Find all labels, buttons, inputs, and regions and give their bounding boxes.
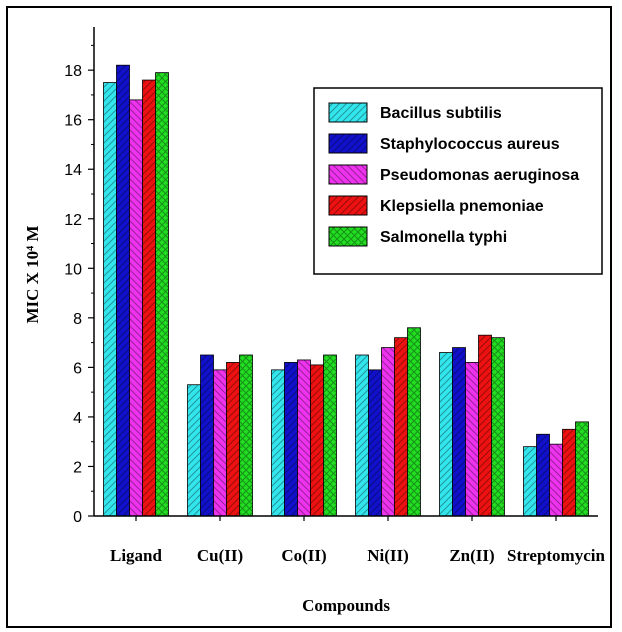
bar-niii-series-3 xyxy=(381,347,395,517)
legend-swatch xyxy=(328,102,368,123)
legend: Bacillus subtilis Staphylococcus aureus Ps… xyxy=(313,87,603,275)
bar-streptomycin-series-3 xyxy=(549,443,563,517)
y-tick-label: 18 xyxy=(64,63,82,80)
bar-ligand-series-1 xyxy=(103,82,117,517)
y-tick-label: 2 xyxy=(73,459,82,476)
y-tick-label: 6 xyxy=(73,360,82,377)
bar-niii-series-5 xyxy=(407,327,421,517)
bar-coii-series-4 xyxy=(310,364,324,517)
bar-coii-series-2 xyxy=(284,362,298,517)
bar-ligand-series-4 xyxy=(142,79,156,517)
legend-swatch xyxy=(328,226,368,247)
y-tick-label: 14 xyxy=(64,162,82,179)
x-tick-label: Ni(II) xyxy=(367,546,409,565)
bar-streptomycin-series-5 xyxy=(575,421,589,517)
y-tick-label: 12 xyxy=(64,212,82,229)
y-tick-label: 10 xyxy=(64,261,82,278)
y-tick-label: 8 xyxy=(73,311,82,328)
bar-ligand-series-3 xyxy=(129,99,143,517)
legend-label: Klepsiella pnemoniae xyxy=(380,198,544,215)
bar-znii-series-1 xyxy=(439,352,453,517)
bar-cuii-series-5 xyxy=(239,354,253,517)
bar-znii-series-3 xyxy=(465,362,479,517)
bar-cuii-series-1 xyxy=(187,384,201,517)
bar-coii-series-1 xyxy=(271,369,285,517)
legend-swatch xyxy=(328,195,368,216)
legend-label: Pseudomonas aeruginosa xyxy=(380,167,579,184)
bar-znii-series-2 xyxy=(452,347,466,517)
y-axis-title: MIC X 10⁴ M xyxy=(23,225,42,323)
bar-streptomycin-series-2 xyxy=(536,433,550,517)
bar-znii-series-5 xyxy=(491,337,505,517)
bar-znii-series-4 xyxy=(478,334,492,517)
x-tick-label: Co(II) xyxy=(281,546,326,565)
legend-label: Staphylococcus aureus xyxy=(380,136,560,153)
bar-chart: 0 2 4 6 8 10 12 14 16 18 Ligand Cu(II) Co(II) Ni(II) Z… xyxy=(23,27,605,615)
bar-cuii-series-2 xyxy=(200,354,214,517)
legend-swatch xyxy=(328,164,368,185)
legend-swatch xyxy=(328,133,368,154)
legend-label: Bacillus subtilis xyxy=(380,105,502,122)
x-axis-title: Compounds xyxy=(302,596,390,615)
bar-niii-series-4 xyxy=(394,337,408,517)
axes-group: 0 2 4 6 8 10 12 14 16 18 Ligand Cu(II) Co(II) Ni(II) Z… xyxy=(64,27,605,565)
figure-frame: 0 2 4 6 8 10 12 14 16 18 Ligand Cu(II) Co(II) Ni(II) Z… xyxy=(6,6,612,628)
bar-cuii-series-3 xyxy=(213,369,227,517)
bar-ligand-series-5 xyxy=(155,72,169,517)
bar-cuii-series-4 xyxy=(226,362,240,517)
y-tick-label: 16 xyxy=(64,113,82,130)
bar-coii-series-5 xyxy=(323,354,337,517)
x-tick-label: Streptomycin xyxy=(507,546,605,565)
bar-streptomycin-series-4 xyxy=(562,428,576,517)
bar-streptomycin-series-1 xyxy=(523,446,537,517)
y-tick-label: 4 xyxy=(73,410,82,427)
x-tick-label: Zn(II) xyxy=(449,546,494,565)
bar-niii-series-2 xyxy=(368,369,382,517)
bar-ligand-series-2 xyxy=(116,64,130,517)
y-tick-label: 0 xyxy=(73,509,82,526)
x-tick-label: Cu(II) xyxy=(197,546,243,565)
bar-niii-series-1 xyxy=(355,354,369,517)
bar-coii-series-3 xyxy=(297,359,311,517)
legend-label: Salmonella typhi xyxy=(380,229,507,246)
x-tick-label: Ligand xyxy=(110,546,163,565)
bars-group xyxy=(103,64,589,517)
